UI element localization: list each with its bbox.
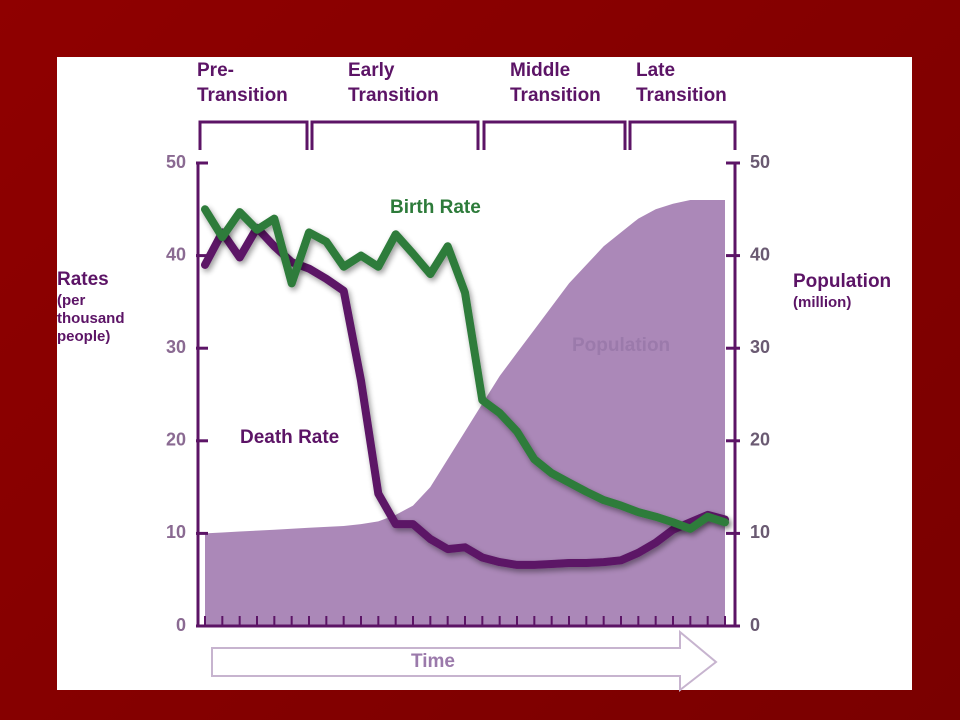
y-axis-title: people) bbox=[57, 328, 110, 345]
y2-tick-label: 50 bbox=[750, 152, 770, 172]
y-tick-label: 20 bbox=[166, 430, 186, 450]
y-axis-title: Rates bbox=[57, 269, 109, 290]
y-tick-label: 40 bbox=[166, 244, 186, 264]
series-label: Population bbox=[572, 335, 670, 356]
y-tick-label: 0 bbox=[176, 615, 186, 635]
stage-label: Early bbox=[348, 60, 395, 81]
y-tick-label: 30 bbox=[166, 337, 186, 357]
y2-tick-label: 30 bbox=[750, 337, 770, 357]
stage-bracket bbox=[310, 120, 480, 150]
stage-label: Pre- bbox=[197, 60, 234, 81]
y-axis-title: thousand bbox=[57, 310, 125, 327]
stage-label: Transition bbox=[636, 85, 727, 106]
stage-label: Late bbox=[636, 60, 675, 81]
series-label: Birth Rate bbox=[390, 197, 481, 218]
time-arrow bbox=[211, 629, 718, 693]
y2-tick-label: 10 bbox=[750, 522, 770, 542]
x-axis-title: Time bbox=[411, 651, 455, 672]
y2-tick-label: 20 bbox=[750, 430, 770, 450]
series-line bbox=[201, 223, 729, 569]
y2-axis-title: Population bbox=[793, 271, 891, 292]
stage-label: Transition bbox=[348, 85, 439, 106]
stage-label: Transition bbox=[197, 85, 288, 106]
y-tick-label: 50 bbox=[166, 152, 186, 172]
stage-label: Transition bbox=[510, 85, 601, 106]
y-tick-label: 10 bbox=[166, 522, 186, 542]
series-label: Death Rate bbox=[240, 427, 339, 448]
y2-tick-label: 0 bbox=[750, 615, 760, 635]
stage-bracket bbox=[482, 120, 627, 150]
y-axis-title: (per bbox=[57, 292, 86, 309]
y2-axis-title: (million) bbox=[793, 294, 851, 311]
stage-label: Middle bbox=[510, 60, 570, 81]
stage-bracket bbox=[628, 120, 737, 150]
population-area bbox=[205, 200, 725, 626]
stage-bracket bbox=[198, 120, 309, 150]
y2-tick-label: 40 bbox=[750, 244, 770, 264]
series-line bbox=[201, 205, 729, 533]
